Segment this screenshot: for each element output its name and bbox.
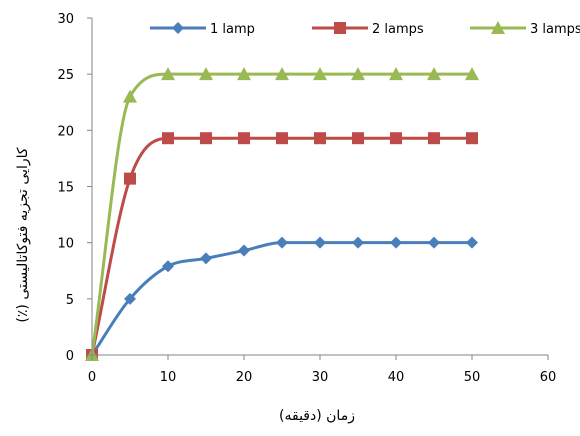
x-tick-label: 60 (540, 370, 557, 385)
x-tick-label: 20 (236, 370, 253, 385)
x-axis-title: زمان (دقیقه) (279, 408, 355, 424)
legend-item-1: 1 lamp (150, 22, 255, 37)
y-tick-label: 25 (57, 68, 74, 83)
x-tick-label: 50 (464, 370, 481, 385)
data-point (390, 132, 402, 145)
y-tick-label: 10 (57, 237, 74, 252)
data-point (237, 67, 251, 81)
data-point (352, 132, 364, 145)
data-point (275, 67, 289, 81)
y-axis-title: کارایی تجزیه فتوکاتالیستی (٪) (15, 147, 31, 322)
axes-layer: 0 10 20 30 40 50 60 0 5 10 15 20 25 30 (57, 12, 556, 385)
data-point (427, 67, 441, 81)
legend-marker (172, 22, 184, 34)
series-3 (85, 67, 479, 361)
data-point (199, 67, 213, 81)
x-tick-label: 10 (160, 370, 177, 385)
data-point (238, 132, 250, 145)
series-1 (86, 236, 478, 361)
data-point (314, 132, 326, 145)
data-point (200, 252, 212, 265)
data-point (466, 132, 478, 145)
y-tick-label: 20 (57, 124, 74, 139)
data-point (162, 132, 174, 145)
series-line (90, 241, 472, 356)
data-point (428, 132, 440, 145)
legend-label: 1 lamp (210, 22, 255, 37)
data-point (390, 236, 402, 249)
data-point (352, 236, 364, 249)
legend-item-3: 3 lamps (470, 21, 580, 37)
data-point (276, 236, 288, 249)
data-point (200, 132, 212, 145)
legend-label: 3 lamps (530, 22, 580, 37)
x-tick-label: 30 (312, 370, 329, 385)
y-tick-label: 15 (57, 181, 74, 196)
x-tick-label: 0 (88, 370, 96, 385)
y-tick-label: 0 (66, 349, 74, 364)
data-point (428, 236, 440, 249)
data-point (389, 67, 403, 81)
data-point (161, 67, 175, 81)
legend-item-2: 2 lamps (312, 22, 424, 37)
x-tick-label: 40 (388, 370, 405, 385)
data-point (123, 89, 137, 103)
data-point (313, 67, 327, 81)
legend-marker (491, 21, 505, 34)
series-layer (85, 67, 479, 361)
data-point (124, 292, 136, 305)
data-point (314, 236, 326, 249)
series-line (90, 72, 472, 356)
legend-marker (334, 22, 346, 34)
data-point (466, 236, 478, 249)
y-tick-label: 5 (66, 293, 74, 308)
data-point (162, 260, 174, 273)
data-point (465, 67, 479, 81)
legend: 1 lamp 2 lamps 3 lamps (150, 21, 580, 37)
legend-label: 2 lamps (372, 22, 424, 37)
data-point (238, 244, 250, 257)
data-point (124, 172, 136, 185)
data-point (351, 67, 365, 81)
series-2 (86, 132, 478, 361)
y-tick-label: 30 (57, 12, 74, 27)
data-point (276, 132, 288, 145)
